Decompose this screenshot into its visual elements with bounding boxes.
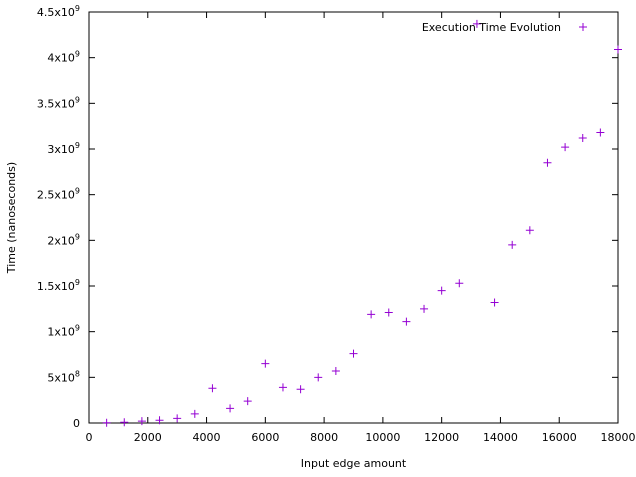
y-axis-label: Time (nanoseconds) bbox=[5, 162, 18, 274]
y-tick-mantissa: 1x10 bbox=[47, 326, 75, 339]
data-point bbox=[261, 359, 270, 368]
x-tick-label: 4000 bbox=[193, 431, 221, 444]
y-tick-exponent: 9 bbox=[75, 324, 80, 333]
data-point bbox=[455, 279, 464, 288]
data-point bbox=[349, 349, 358, 358]
y-tick-mantissa: 3x10 bbox=[47, 143, 75, 156]
x-tick-label: 14000 bbox=[483, 431, 518, 444]
y-tick-exponent: 9 bbox=[75, 278, 80, 287]
data-point bbox=[614, 45, 622, 54]
x-tick-label: 6000 bbox=[251, 431, 279, 444]
y-tick-label: 2.5x109 bbox=[37, 187, 80, 202]
data-point bbox=[102, 418, 111, 427]
plot-frame bbox=[88, 11, 619, 424]
y-tick-label: 3.5x109 bbox=[37, 95, 80, 110]
data-point bbox=[190, 409, 199, 418]
x-tick-label: 18000 bbox=[601, 431, 636, 444]
data-point bbox=[296, 385, 305, 394]
data-point bbox=[561, 143, 570, 152]
legend-entry-label: Execution Time Evolution bbox=[422, 21, 561, 34]
x-tick-label: 2000 bbox=[134, 431, 162, 444]
x-tick-label: 16000 bbox=[542, 431, 577, 444]
y-tick-mantissa: 2x10 bbox=[47, 234, 75, 247]
y-tick-label: 2x109 bbox=[47, 232, 80, 247]
x-tick-label: 0 bbox=[86, 431, 93, 444]
y-tick-mantissa: 1.5x10 bbox=[37, 280, 75, 293]
y-tick-exponent: 8 bbox=[75, 369, 80, 378]
data-point bbox=[490, 298, 499, 307]
y-tick-mantissa: 4.5x10 bbox=[37, 6, 75, 19]
y-tick-mantissa: 4x10 bbox=[47, 52, 75, 65]
x-tick-label: 12000 bbox=[424, 431, 459, 444]
y-tick-label: 5x108 bbox=[47, 369, 80, 384]
legend: Execution Time Evolution bbox=[422, 21, 587, 34]
data-point bbox=[331, 366, 340, 375]
data-point bbox=[525, 226, 534, 235]
legend-entry-marker bbox=[579, 23, 587, 31]
data-point bbox=[278, 383, 287, 392]
y-tick-label: 4x109 bbox=[47, 50, 80, 65]
x-tick-label: 8000 bbox=[310, 431, 338, 444]
y-tick-mantissa: 5x10 bbox=[47, 371, 75, 384]
y-tick-mantissa: 0 bbox=[73, 417, 80, 430]
y-tick-label: 3x109 bbox=[47, 141, 80, 156]
data-point bbox=[155, 416, 164, 425]
y-tick-label: 4.5x109 bbox=[37, 4, 80, 19]
data-point bbox=[578, 134, 587, 143]
data-point bbox=[437, 286, 446, 295]
data-points bbox=[102, 19, 622, 427]
y-tick-exponent: 9 bbox=[75, 232, 80, 241]
data-point bbox=[472, 19, 481, 28]
data-point bbox=[120, 418, 129, 427]
y-axis-ticks: 05x1081x1091.5x1092x1092.5x1093x1093.5x1… bbox=[37, 4, 618, 430]
y-tick-label: 0 bbox=[73, 417, 80, 430]
data-point bbox=[226, 404, 235, 413]
data-point bbox=[384, 308, 393, 317]
y-tick-mantissa: 3.5x10 bbox=[37, 97, 75, 110]
data-point bbox=[420, 304, 429, 313]
y-tick-exponent: 9 bbox=[75, 141, 80, 150]
x-axis-label: Input edge amount bbox=[301, 457, 407, 470]
x-tick-label: 10000 bbox=[365, 431, 400, 444]
y-tick-label: 1.5x109 bbox=[37, 278, 80, 293]
y-tick-mantissa: 2.5x10 bbox=[37, 189, 75, 202]
data-point bbox=[137, 417, 146, 426]
x-axis-ticks: 0 2000 4000 6000 8000 10000 12000 14000 16000 180… bbox=[86, 12, 636, 444]
data-point bbox=[208, 384, 217, 393]
data-point bbox=[543, 158, 552, 167]
y-tick-exponent: 9 bbox=[75, 187, 80, 196]
data-point bbox=[314, 373, 323, 382]
y-tick-label: 1x109 bbox=[47, 324, 80, 339]
data-point bbox=[367, 310, 376, 319]
data-point bbox=[508, 240, 517, 249]
data-point bbox=[596, 128, 605, 137]
y-tick-exponent: 9 bbox=[75, 95, 80, 104]
data-point bbox=[243, 397, 252, 406]
y-tick-exponent: 9 bbox=[75, 4, 80, 13]
y-tick-exponent: 9 bbox=[75, 50, 80, 59]
data-point bbox=[402, 317, 411, 326]
data-point bbox=[173, 414, 182, 423]
